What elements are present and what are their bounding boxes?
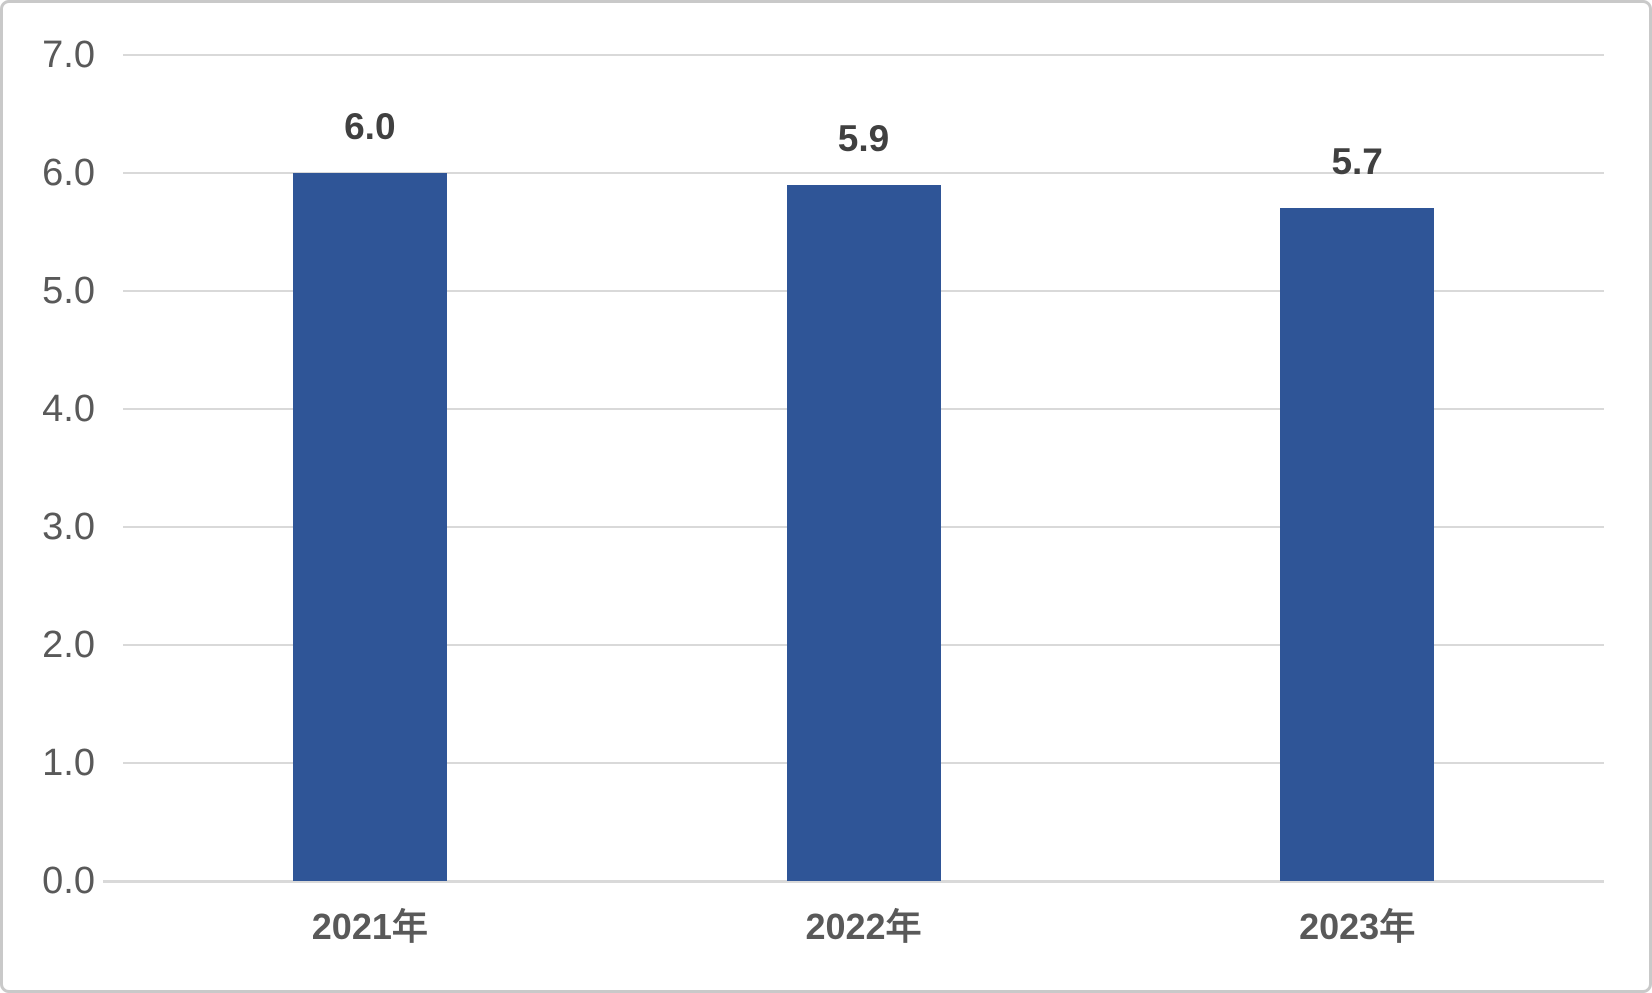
data-label: 5.9 — [837, 117, 890, 159]
y-axis-tick-label: 6.0 — [42, 152, 95, 194]
gridline — [123, 172, 1604, 174]
y-axis-tick-label: 1.0 — [42, 742, 95, 784]
data-label: 6.0 — [344, 106, 396, 147]
x-axis-category-label: 2023年 — [1299, 906, 1416, 947]
gridline — [123, 54, 1604, 56]
y-axis-tick-label: 7.0 — [42, 34, 95, 76]
bar-2022 — [786, 184, 941, 881]
y-axis-tick-label: 4.0 — [42, 388, 95, 430]
y-axis-tick-label: 2.0 — [42, 624, 95, 666]
y-axis-tick-label: 5.0 — [42, 270, 95, 312]
x-axis-category-label: 2022年 — [805, 906, 922, 947]
x-axis-line — [103, 879, 1604, 883]
data-label: 5.7 — [1331, 141, 1383, 183]
bar-2021 — [292, 173, 447, 881]
x-axis-category-label: 2021年 — [311, 906, 428, 947]
bar-2023 — [1280, 208, 1435, 881]
y-axis-tick-label: 3.0 — [42, 506, 95, 548]
y-axis-tick-label: 0.0 — [42, 860, 95, 902]
